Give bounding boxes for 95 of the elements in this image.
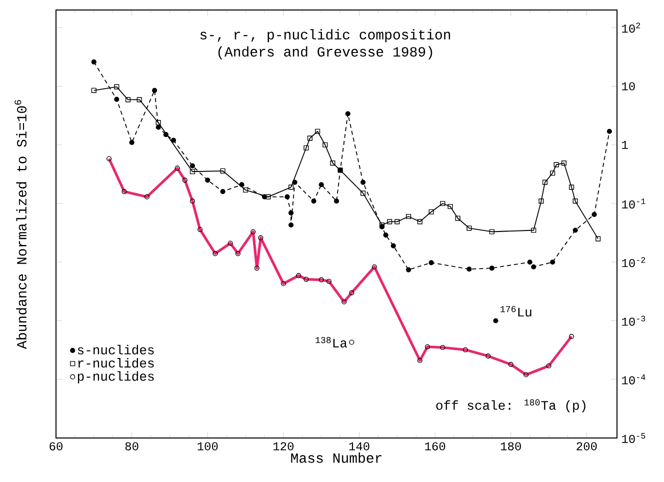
x-tick-label: 60 <box>50 442 62 450</box>
annotation: off scale: $^{180}$Ta (p) <box>436 399 586 412</box>
point <box>311 198 316 204</box>
point <box>387 219 392 224</box>
point <box>455 216 460 221</box>
point <box>288 222 294 228</box>
y-tick-label: 10$^{-2}$ <box>622 257 646 268</box>
point <box>550 260 556 265</box>
point <box>417 219 422 224</box>
point <box>330 160 336 166</box>
point <box>266 194 271 200</box>
point <box>406 267 412 272</box>
point <box>190 163 195 168</box>
point <box>284 194 290 200</box>
point <box>91 88 96 93</box>
point <box>550 170 556 176</box>
point <box>568 184 574 190</box>
point <box>288 210 294 216</box>
point <box>304 145 309 150</box>
point <box>349 340 354 345</box>
y-tick-label: 10 <box>622 82 635 90</box>
point <box>428 209 434 214</box>
point <box>360 180 366 185</box>
y-tick-label: 1 <box>622 140 628 149</box>
legend-label: r-nuclides <box>78 358 154 368</box>
point <box>91 59 96 64</box>
point <box>220 189 226 194</box>
point <box>572 228 578 233</box>
point <box>190 169 195 174</box>
point <box>307 136 313 141</box>
point <box>489 266 494 271</box>
point <box>152 88 158 93</box>
point <box>493 318 498 324</box>
point <box>531 228 536 233</box>
x-tick-label: 160 <box>425 442 446 450</box>
point <box>156 120 161 126</box>
point <box>220 168 226 174</box>
annotation: $^{138}$La <box>316 336 348 348</box>
point <box>542 180 548 185</box>
point <box>538 198 544 204</box>
point <box>156 124 161 130</box>
x-tick-label: 100 <box>198 442 218 450</box>
point <box>527 260 532 265</box>
point <box>345 111 350 116</box>
point <box>239 182 244 188</box>
text: (Anders and Grevesse 1989) <box>218 46 432 60</box>
point <box>406 214 412 220</box>
point <box>242 187 248 193</box>
point <box>596 236 601 242</box>
point <box>205 178 210 183</box>
point <box>170 138 176 143</box>
point <box>114 84 120 90</box>
point <box>554 162 559 168</box>
point <box>322 142 328 148</box>
point <box>428 260 434 266</box>
point <box>318 182 324 188</box>
point <box>592 212 597 218</box>
point <box>561 160 566 166</box>
x-tick-label: 200 <box>576 442 597 450</box>
y-tick-label: 10$^{-5}$ <box>622 433 646 444</box>
point <box>114 96 120 102</box>
point <box>360 190 366 196</box>
point <box>315 128 320 134</box>
point <box>440 200 446 206</box>
point <box>292 180 298 185</box>
x-tick-label: 80 <box>125 442 138 450</box>
y-tick-label: 10$^{-4}$ <box>622 374 646 384</box>
point <box>572 198 578 204</box>
x-axis-title: Mass Number <box>291 452 382 463</box>
point <box>383 232 388 238</box>
point <box>125 97 131 102</box>
text: s-, r-, p-nuclidic composition <box>200 29 450 42</box>
point <box>129 140 134 146</box>
annotation: $^{176}$Lu <box>500 306 532 317</box>
legend-label: s-nuclides <box>78 344 154 354</box>
y-tick-label: 10$^{2}$ <box>622 22 640 33</box>
legend-label: p-nuclides <box>78 371 154 384</box>
point <box>466 226 472 231</box>
x-tick-label: 180 <box>500 442 521 450</box>
point <box>136 97 142 102</box>
point <box>489 229 494 234</box>
x-tick-label: 140 <box>349 442 370 450</box>
point <box>531 264 536 270</box>
y-tick-label: 10$^{-3}$ <box>622 316 646 326</box>
y-tick-label: 10$^{-1}$ <box>622 198 646 209</box>
point <box>466 266 472 272</box>
y-axis-title: Abundance Normalized to Si=10$^{6}$ <box>14 100 27 350</box>
point <box>390 243 396 248</box>
point <box>394 219 400 224</box>
point <box>448 204 453 210</box>
point <box>606 128 612 134</box>
point <box>334 198 340 204</box>
x-tick-label: 120 <box>274 442 294 450</box>
point <box>288 184 294 190</box>
point <box>163 132 168 138</box>
